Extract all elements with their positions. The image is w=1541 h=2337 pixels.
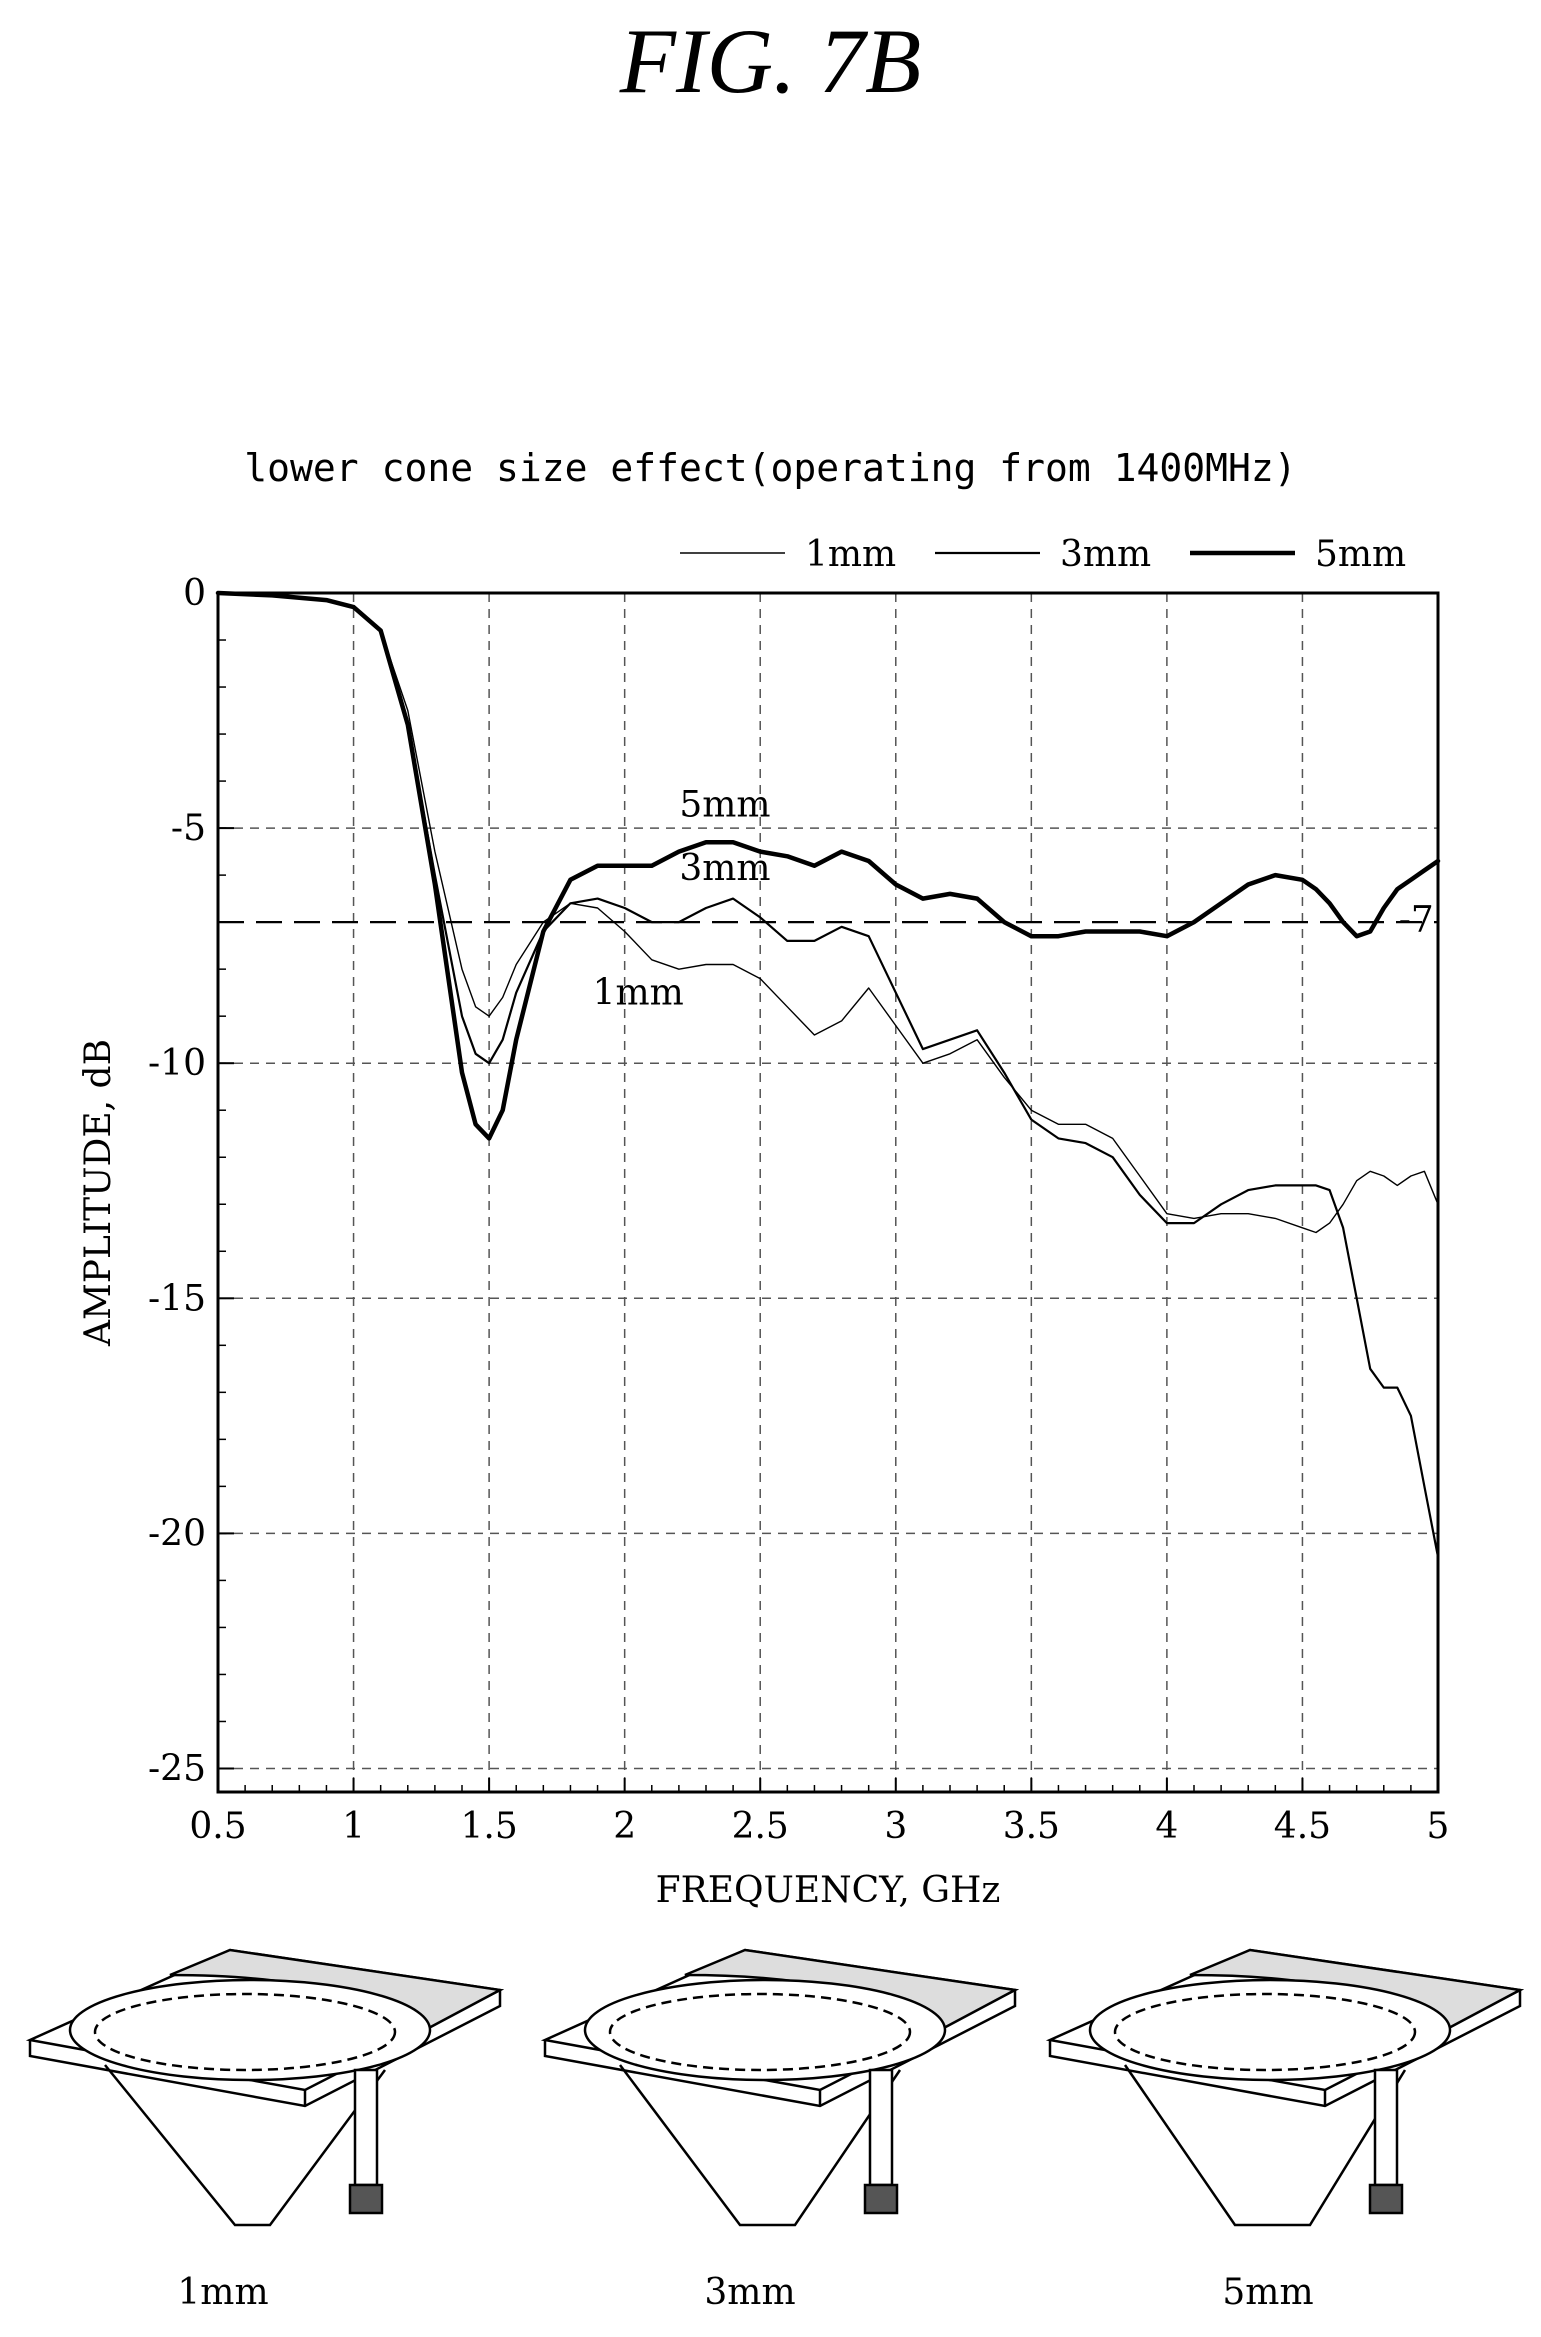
y-tick-label: -5 [171,808,206,849]
y-tick-label: -20 [148,1513,206,1554]
annotation-label: 5mm [679,784,770,825]
x-tick-label: 4.5 [1274,1806,1331,1847]
chart-title: lower cone size effect(operating from 14… [244,446,1297,490]
annotation-label: 3mm [679,848,770,889]
y-axis-label: AMPLITUDE, dB [78,1039,119,1347]
y-tick-label: -10 [148,1043,206,1084]
annotations-group: 5mm 3mm 1mm -7 [593,784,1434,1013]
series-line-3mm [216,591,1440,1558]
antenna-illustration-1mm [25,1948,505,2227]
antenna-caption-5mm: 5mm [1222,2272,1314,2313]
antenna-board [1045,1948,1525,2108]
legend-label-5mm: 5mm [1315,534,1406,575]
series-line-1mm [217,592,1439,1234]
cone-5mm [1123,2064,1407,2227]
legend-label-1mm: 1mm [805,534,896,575]
cone-3mm [619,2064,902,2227]
x-tick-label: 3.5 [1003,1806,1060,1847]
legend: 1mm 3mm 5mm [680,534,1406,575]
antenna-board [25,1948,505,2108]
x-tick-label: 4 [1155,1806,1178,1847]
cone-1mm [104,2064,387,2227]
series-group [215,590,1441,1558]
antenna-caption-1mm: 1mm [177,2272,269,2313]
antenna-cone [104,2064,387,2227]
y-tick-label: -15 [148,1278,206,1319]
axis-ticks: 0.5 1 1.5 2 2.5 3 3.5 4 4.5 5 0 -5 -10 -15 -20 -25 [148,573,1449,1847]
plot-frame [216,591,1440,1794]
antenna-caption-3mm: 3mm [704,2272,796,2313]
x-tick-label: 2.5 [732,1806,789,1847]
legend-label-3mm: 3mm [1060,534,1151,575]
antenna-illustration-5mm [1045,1948,1525,2227]
antenna-cone [1123,2064,1407,2227]
antenna-board [540,1948,1020,2108]
line-chart: 0.5 1 1.5 2 2.5 3 3.5 4 4.5 5 0 -5 -10 -15 -20 -25 5mm 3… [78,534,1449,1911]
x-tick-label: 2 [613,1806,636,1847]
x-tick-label: 1 [342,1806,365,1847]
antenna-cone [619,2064,902,2227]
x-tick-label: 0.5 [189,1806,246,1847]
x-tick-label: 5 [1427,1806,1450,1847]
y-tick-label: 0 [183,573,206,614]
x-axis-label: FREQUENCY, GHz [656,1870,1001,1911]
antenna-illustration-3mm [540,1948,1020,2227]
figure-label: FIG. 7B [619,10,922,112]
annotation-label: 1mm [593,972,684,1013]
annotation-label: -7 [1399,900,1434,941]
series-line-5mm [215,590,1441,1141]
grid-lines [218,593,1438,1792]
x-tick-label: 3 [884,1806,907,1847]
x-tick-label: 1.5 [460,1806,517,1847]
y-tick-label: -25 [148,1748,206,1789]
